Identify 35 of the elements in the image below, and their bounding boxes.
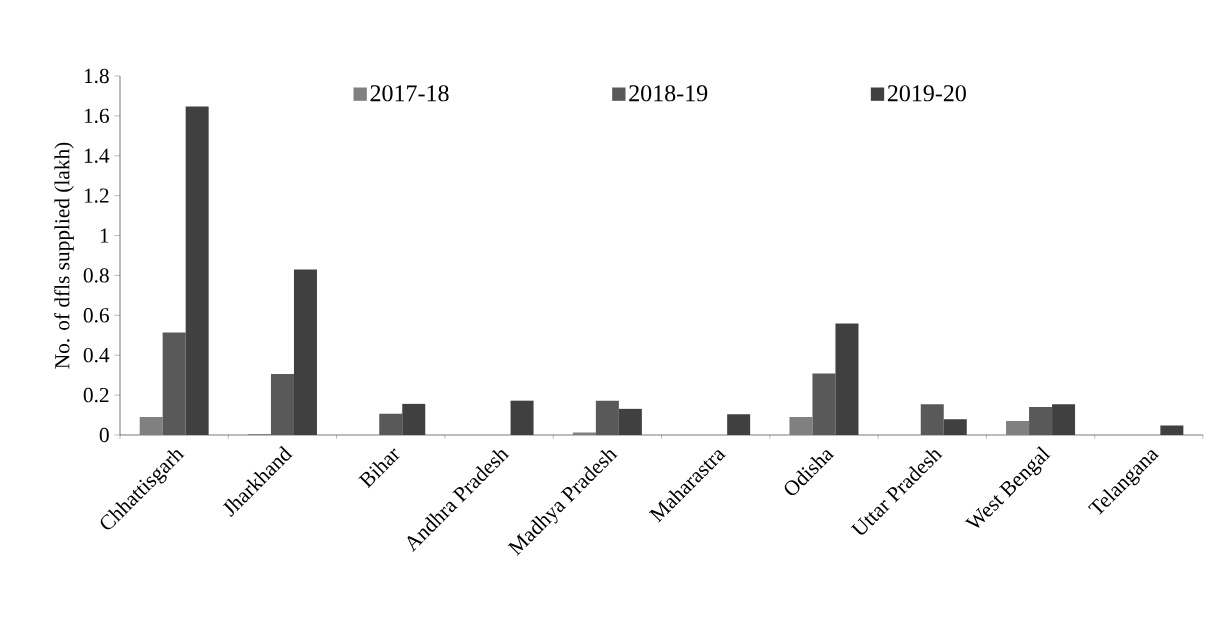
bar: [293, 269, 317, 435]
y-axis-title: No. of dfls supplied (lakh): [54, 142, 74, 369]
bar: [1160, 425, 1184, 435]
bar: [1052, 404, 1076, 435]
y-tick-label: 1.8: [84, 68, 109, 84]
bar: [789, 417, 813, 435]
bar: [379, 413, 403, 435]
bar: [618, 408, 642, 435]
bar: [139, 417, 163, 435]
y-tick-label: 1.4: [84, 148, 110, 163]
legend-label: 2019-20: [887, 85, 966, 102]
y-tick-label: 1: [100, 228, 109, 243]
y-tick-label: 1.6: [84, 108, 109, 124]
y-tick-label: 0.4: [83, 347, 110, 363]
bar: [1029, 407, 1053, 435]
y-tick-label: 0.6: [83, 308, 109, 323]
bar: [270, 373, 294, 435]
legend-label: 2018-19: [629, 85, 708, 102]
bar: [185, 106, 209, 435]
bar: [835, 323, 859, 435]
bar: [812, 373, 836, 435]
bar: [162, 332, 186, 435]
bar: [402, 403, 426, 435]
bar: [572, 432, 596, 435]
bar: [510, 400, 534, 435]
y-tick-label: 1.2: [84, 188, 109, 203]
y-tick-label: 0: [99, 427, 109, 443]
bar: [727, 414, 751, 435]
legend-label: 2017-18: [370, 85, 449, 102]
y-tick-label: 0.2: [83, 387, 109, 403]
bar: [920, 404, 944, 435]
y-tick-label: 0.8: [83, 268, 109, 283]
bar: [943, 419, 967, 435]
bar: [1006, 421, 1030, 435]
bar: [595, 400, 619, 435]
